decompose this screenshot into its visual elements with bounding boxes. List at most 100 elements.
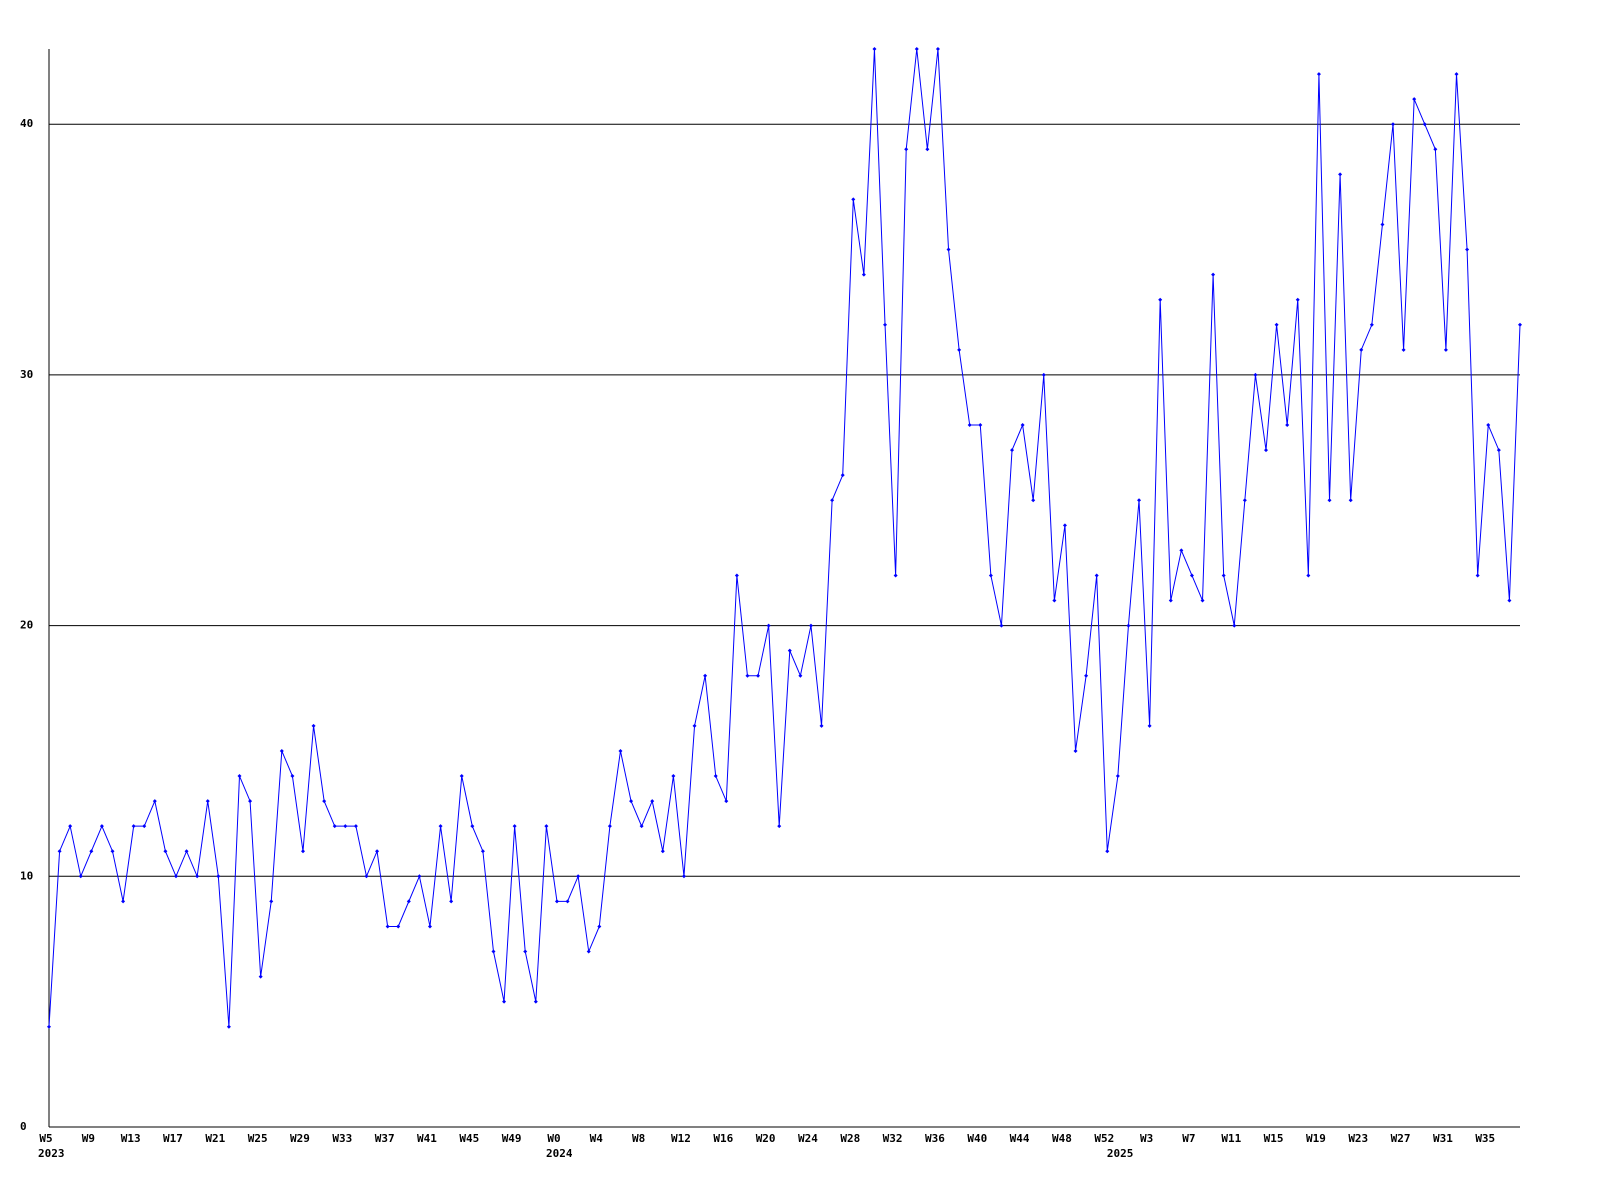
- data-point: [734, 573, 739, 578]
- data-point: [544, 824, 549, 829]
- x-tick-label: W33: [332, 1132, 352, 1145]
- data-point: [798, 673, 803, 678]
- x-tick-label: W15: [1264, 1132, 1284, 1145]
- data-point: [830, 498, 835, 503]
- data-point: [639, 824, 644, 829]
- data-point: [480, 849, 485, 854]
- data-point: [533, 999, 538, 1004]
- data-point: [195, 874, 200, 879]
- data-point: [904, 147, 909, 152]
- data-point: [607, 824, 612, 829]
- x-tick-label: W48: [1052, 1132, 1072, 1145]
- data-point: [671, 774, 676, 779]
- data-point: [1465, 247, 1470, 252]
- y-tick-label: 20: [20, 619, 33, 632]
- x-tick-label: W19: [1306, 1132, 1326, 1145]
- x-tick-label: W5: [39, 1132, 52, 1145]
- data-point: [629, 799, 634, 804]
- x-tick-label: W16: [713, 1132, 733, 1145]
- data-point: [1253, 372, 1258, 377]
- data-point: [1211, 272, 1216, 277]
- x-tick-label: W49: [502, 1132, 522, 1145]
- data-point: [1232, 623, 1237, 628]
- data-point: [935, 47, 940, 51]
- x-tick-label: W4: [590, 1132, 604, 1145]
- x-tick-label: W17: [163, 1132, 183, 1145]
- data-point: [353, 824, 358, 829]
- y-tick-label: 40: [20, 117, 33, 130]
- data-point: [491, 949, 496, 954]
- data-point: [142, 824, 147, 829]
- data-point: [1401, 347, 1406, 352]
- data-point: [1486, 423, 1491, 428]
- data-point: [89, 849, 94, 854]
- data-point: [1274, 322, 1279, 327]
- data-point: [893, 573, 898, 578]
- data-point: [57, 849, 62, 854]
- x-tick-label: W24: [798, 1132, 818, 1145]
- data-point: [311, 723, 316, 728]
- x-tick-label: W11: [1221, 1132, 1241, 1145]
- data-point: [1137, 498, 1142, 503]
- data-point: [1306, 573, 1311, 578]
- data-point: [819, 723, 824, 728]
- data-point: [427, 924, 432, 929]
- data-point: [1168, 598, 1173, 603]
- data-point: [1391, 122, 1396, 127]
- x-tick-label: W27: [1391, 1132, 1411, 1145]
- data-point: [1295, 297, 1300, 302]
- data-point: [1443, 347, 1448, 352]
- data-point: [78, 874, 83, 879]
- data-point: [300, 849, 305, 854]
- x-tick-label: W12: [671, 1132, 691, 1145]
- data-point: [946, 247, 951, 252]
- data-point: [163, 849, 168, 854]
- data-point: [1115, 774, 1120, 779]
- data-point: [1338, 172, 1343, 177]
- data-point: [1285, 423, 1290, 428]
- x-tick-label: W37: [375, 1132, 395, 1145]
- data-point: [1369, 322, 1374, 327]
- data-point: [364, 874, 369, 879]
- data-point: [1020, 423, 1025, 428]
- year-label: 2023: [38, 1147, 65, 1160]
- data-point: [110, 849, 115, 854]
- data-point: [660, 849, 665, 854]
- data-point: [1518, 322, 1522, 327]
- data-point: [216, 874, 221, 879]
- data-point: [576, 874, 581, 879]
- data-point: [290, 774, 295, 779]
- data-point: [808, 623, 813, 628]
- data-point: [777, 824, 782, 829]
- data-point: [459, 774, 464, 779]
- data-point: [1147, 723, 1152, 728]
- data-point: [586, 949, 591, 954]
- data-point: [396, 924, 401, 929]
- data-point: [681, 874, 686, 879]
- data-point: [1496, 448, 1501, 453]
- data-point: [597, 924, 602, 929]
- data-point: [237, 774, 242, 779]
- x-tick-label: W7: [1182, 1132, 1195, 1145]
- data-point: [1454, 72, 1459, 77]
- data-point: [502, 999, 507, 1004]
- data-point: [1084, 673, 1089, 678]
- data-point: [279, 748, 284, 753]
- data-point: [152, 799, 157, 804]
- y-tick-label: 10: [20, 869, 33, 882]
- x-tick-label: W8: [632, 1132, 645, 1145]
- data-point: [332, 824, 337, 829]
- data-point: [1475, 573, 1480, 578]
- data-point: [205, 799, 210, 804]
- data-point: [957, 347, 962, 352]
- x-tick-label: W35: [1475, 1132, 1495, 1145]
- data-point: [1179, 548, 1184, 553]
- data-point: [248, 799, 253, 804]
- x-tick-label: W40: [967, 1132, 987, 1145]
- x-tick-label: W45: [459, 1132, 479, 1145]
- data-point: [1348, 498, 1353, 503]
- data-point: [978, 423, 983, 428]
- data-point: [1507, 598, 1512, 603]
- data-point: [184, 849, 189, 854]
- x-tick-label: W25: [248, 1132, 268, 1145]
